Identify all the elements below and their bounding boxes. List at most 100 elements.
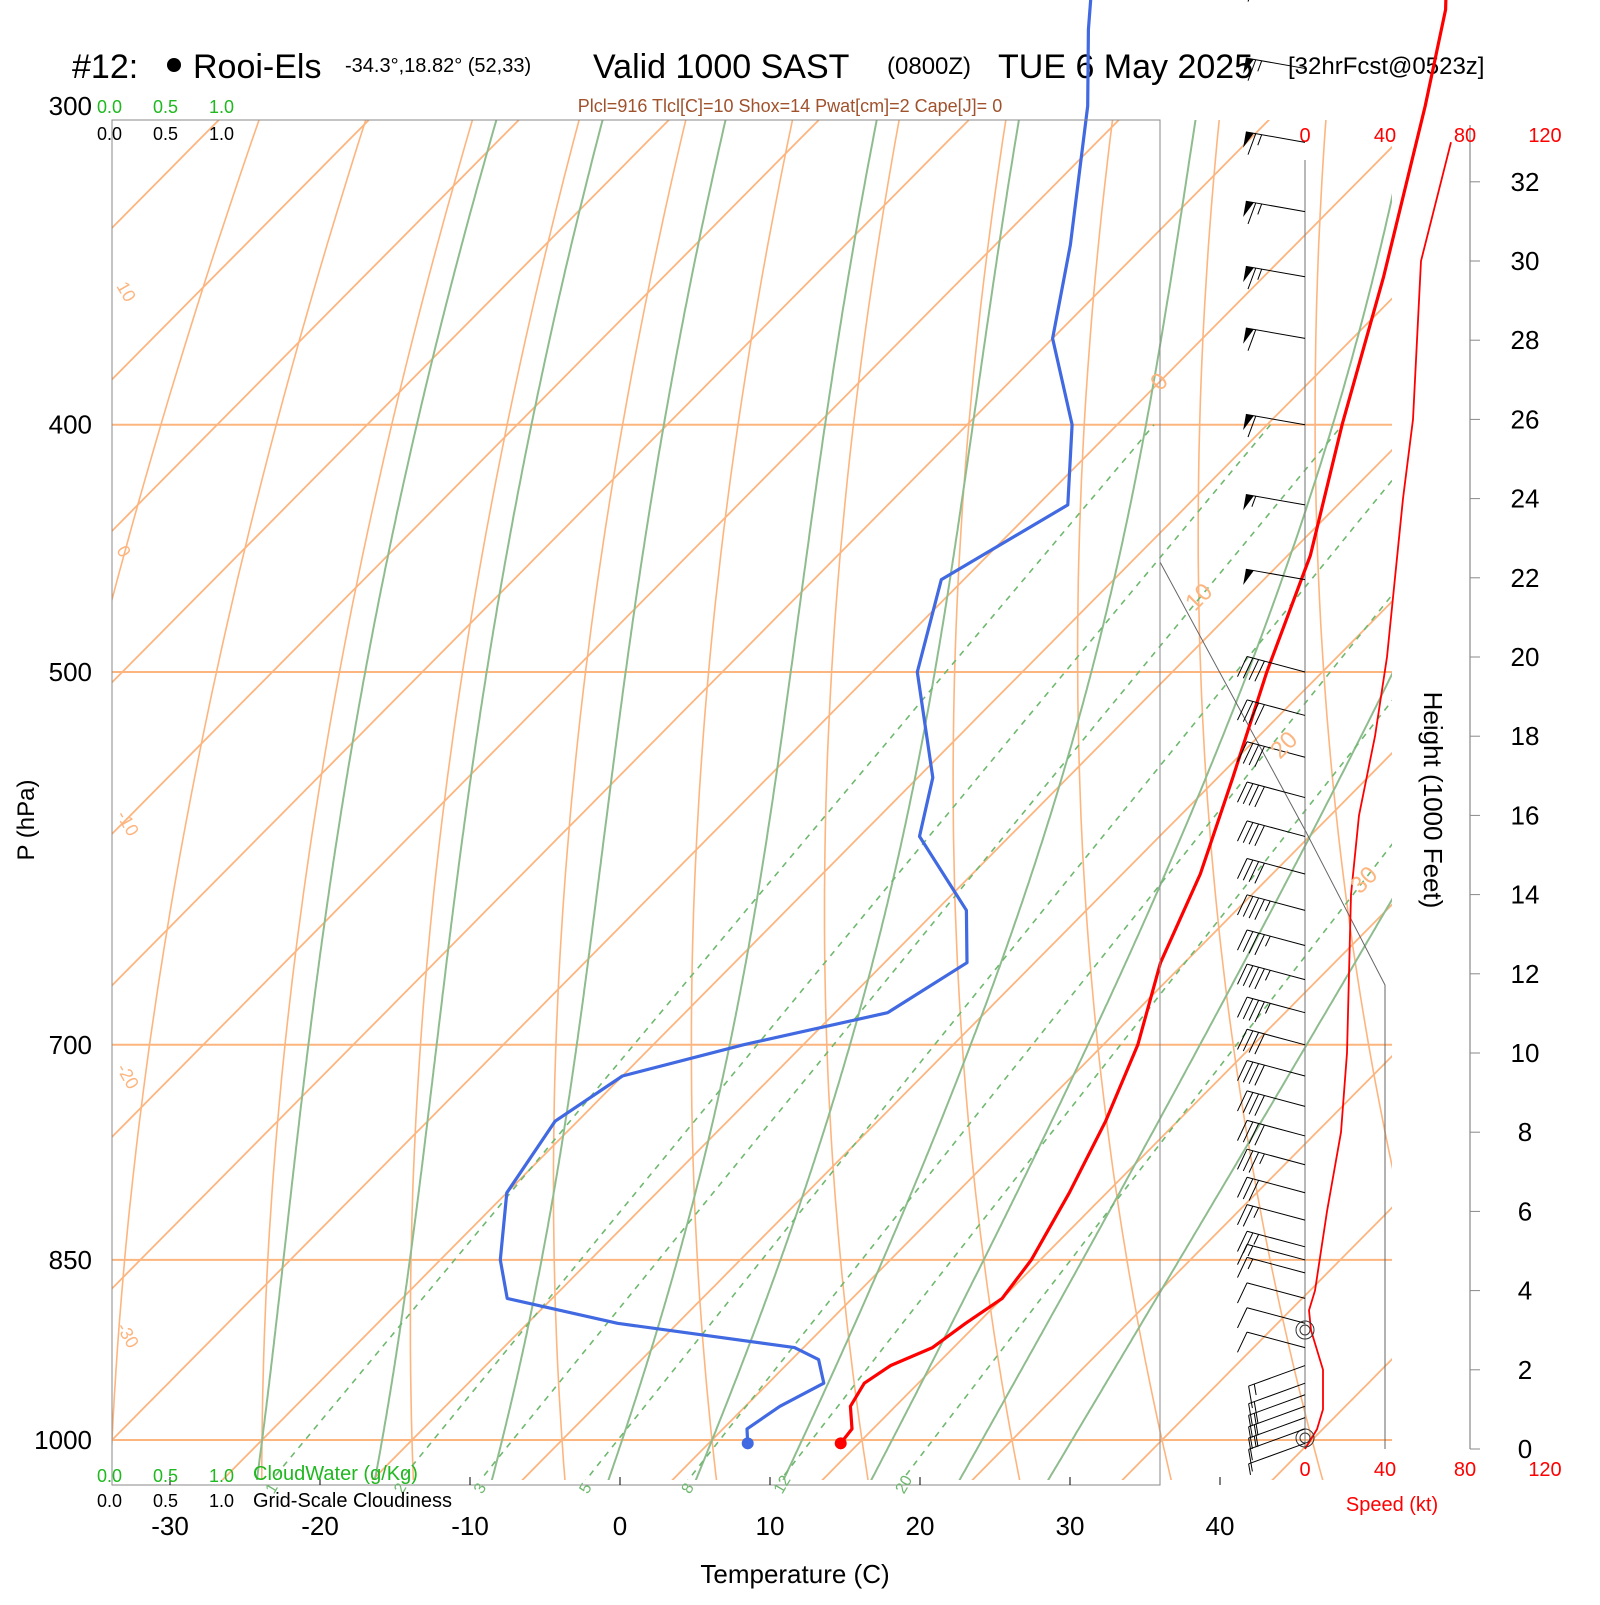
wind-barb (1243, 328, 1305, 351)
cloudiness-scale-top-1: 0.5 (153, 124, 178, 144)
wind-barb-half (1254, 1234, 1259, 1244)
wind-barb-half (1265, 901, 1270, 911)
mixing-ratio-label: 5 (576, 1480, 595, 1496)
cloudiness-scale-bottom-1: 0.5 (153, 1491, 178, 1511)
dry-adiabat-label: -20 (113, 1060, 143, 1093)
wind-barb-half (1265, 970, 1270, 980)
moist-adiabat-line (690, 0, 1059, 1494)
y-axis-title: P (hPa) (13, 780, 40, 861)
wind-barb-half (1265, 936, 1270, 946)
speed-tick-bottom: 40 (1374, 1459, 1396, 1481)
wind-barb-staff (1247, 1091, 1305, 1107)
wind-barb-half (1254, 1208, 1259, 1218)
wind-barb-flag (1243, 132, 1254, 148)
pressure-tick-label: 500 (49, 657, 92, 687)
cloudwater-scale-top-0: 0.0 (97, 97, 122, 117)
pressure-tick-label: 400 (49, 410, 92, 440)
height-tick-label: 30 (1511, 246, 1540, 276)
height-tick-label: 14 (1511, 880, 1540, 910)
wind-barb-staff (1247, 656, 1305, 672)
dry-adiabat-label: -10 (113, 807, 143, 840)
mixing-ratio-label: 3 (471, 1480, 490, 1496)
cloudiness-scale-bottom-2: 1.0 (209, 1491, 234, 1511)
temperature-tick-label: 10 (756, 1511, 785, 1541)
moist-adiabat-line (777, 0, 1230, 1494)
wind-barb (1249, 1443, 1305, 1475)
title-date: TUE 6 May 2025 (998, 48, 1253, 86)
title-coords: -34.3°,18.82° (52,33) (345, 55, 531, 77)
dry-adiabat-line (554, 0, 755, 1494)
isotherm-line (209, 0, 1600, 1494)
wind-barb-staff (1247, 782, 1305, 798)
wind-barb (1243, 0, 1305, 2)
mixing-ratio-line (770, 425, 1600, 1494)
panel-outline (1160, 562, 1385, 1449)
temperature-tick-label: 40 (1206, 1511, 1235, 1541)
speed-axis-title: Speed (kt) (1346, 1494, 1438, 1516)
height-tick-label: 22 (1511, 563, 1540, 593)
wind-barb-staff (1249, 1383, 1305, 1404)
speed-tick-top: 0 (1299, 125, 1310, 147)
wind-barb-full (1237, 1283, 1247, 1303)
height-tick-label: 4 (1518, 1276, 1532, 1306)
height-tick-label: 2 (1518, 1355, 1532, 1385)
speed-tick-top: 80 (1454, 125, 1476, 147)
wind-barb (1237, 1283, 1305, 1303)
wind-barb (1243, 201, 1305, 224)
dewpoint-profile-surface-dot (742, 1437, 754, 1449)
height-tick-label: 18 (1511, 721, 1540, 751)
cloudiness-scale-bottom-0: 0.0 (97, 1491, 122, 1511)
isotherm-line (0, 0, 1378, 1494)
wind-barb (1237, 782, 1305, 807)
moist-adiabat-line (488, 0, 780, 1494)
temperature-tick-label: 20 (906, 1511, 935, 1541)
wind-barb-staff (1247, 1231, 1305, 1247)
isotherm-line (0, 0, 928, 1494)
wind-barb-staff (1247, 1120, 1305, 1136)
height-tick-label: 8 (1518, 1117, 1532, 1147)
title-forecast: [32hrFcst@0523z] (1288, 53, 1484, 80)
pressure-tick-label: 300 (49, 91, 92, 121)
speed-tick-bottom: 0 (1299, 1459, 1310, 1481)
station-dot-icon (167, 58, 181, 72)
background-lines (0, 0, 1600, 1494)
height-axis-title: Height (1000 Feet) (1418, 692, 1448, 909)
temperature-profile (841, 0, 1447, 1443)
wind-barb (1237, 1149, 1305, 1172)
wind-barb-half (1249, 1464, 1251, 1475)
wind-barb (1243, 569, 1305, 585)
height-tick-label: 10 (1511, 1038, 1540, 1068)
dewpoint-profile (500, 0, 1094, 1443)
wind-barb-flag (1243, 328, 1254, 344)
wind-barb (1237, 964, 1305, 989)
cloudiness-scale-top-0: 0.0 (97, 124, 122, 144)
mixing-ratio-label: 8 (679, 1480, 698, 1496)
title-zulu: (0800Z) (887, 53, 971, 80)
height-tick-label: 28 (1511, 325, 1540, 355)
height-tick-label: 20 (1511, 642, 1540, 672)
wind-barb-staff (1246, 569, 1305, 579)
wind-barb-full (1237, 1332, 1247, 1352)
wind-barb-flag (1243, 494, 1254, 510)
cloudwater-scale-bottom-2: 1.0 (209, 1466, 234, 1486)
wind-barb-full (1237, 1308, 1247, 1328)
wind-barb (1249, 1366, 1305, 1409)
dry-adiabat-label: 10 (113, 278, 140, 305)
cloudwater-scale-top-1: 0.5 (153, 97, 178, 117)
wind-barb-half (1254, 1436, 1256, 1447)
cloudiness-label: Grid-Scale Cloudiness (253, 1490, 452, 1512)
cloudwater-label: CloudWater (g/Kg) (253, 1463, 418, 1485)
wind-barb-half (1258, 204, 1262, 214)
wind-barb-staff (1247, 1149, 1305, 1165)
wind-barb-half (1252, 496, 1256, 506)
mixing-ratio-label: 20 (893, 1473, 917, 1497)
height-tick-label: 26 (1511, 404, 1540, 434)
wind-barb-staff (1247, 1308, 1305, 1324)
height-tick-label: 16 (1511, 800, 1540, 830)
mixing-ratio-line (260, 425, 1154, 1494)
moist-adiabat-line (604, 0, 924, 1494)
wind-barb-half (1258, 61, 1262, 71)
wind-barb (1237, 858, 1305, 883)
title-station: Rooi-Els (193, 48, 321, 86)
wind-barb-staff (1247, 997, 1305, 1013)
